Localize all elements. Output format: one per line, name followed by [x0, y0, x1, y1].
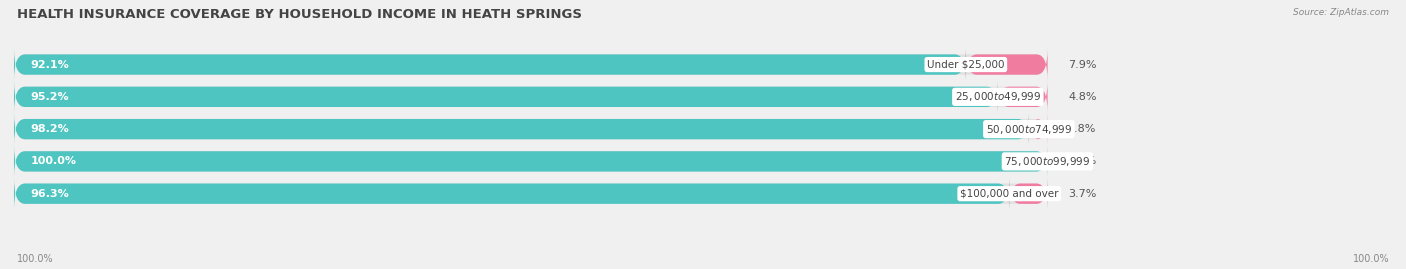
- Text: 3.7%: 3.7%: [1069, 189, 1097, 199]
- FancyBboxPatch shape: [14, 114, 1029, 145]
- FancyBboxPatch shape: [14, 178, 1010, 209]
- FancyBboxPatch shape: [14, 81, 998, 112]
- FancyBboxPatch shape: [14, 178, 1047, 209]
- FancyBboxPatch shape: [14, 81, 1047, 112]
- Text: $25,000 to $49,999: $25,000 to $49,999: [955, 90, 1040, 103]
- Text: 7.9%: 7.9%: [1069, 59, 1097, 70]
- Text: HEALTH INSURANCE COVERAGE BY HOUSEHOLD INCOME IN HEATH SPRINGS: HEALTH INSURANCE COVERAGE BY HOUSEHOLD I…: [17, 8, 582, 21]
- Text: 1.8%: 1.8%: [1069, 124, 1097, 134]
- Text: $50,000 to $74,999: $50,000 to $74,999: [986, 123, 1071, 136]
- Text: 100.0%: 100.0%: [1353, 254, 1389, 264]
- Text: 98.2%: 98.2%: [31, 124, 69, 134]
- Text: 96.3%: 96.3%: [31, 189, 69, 199]
- FancyBboxPatch shape: [998, 81, 1047, 112]
- Text: 100.0%: 100.0%: [17, 254, 53, 264]
- Text: 92.1%: 92.1%: [31, 59, 69, 70]
- FancyBboxPatch shape: [14, 146, 1047, 177]
- Text: 4.8%: 4.8%: [1069, 92, 1097, 102]
- FancyBboxPatch shape: [966, 49, 1047, 80]
- FancyBboxPatch shape: [1029, 114, 1047, 145]
- Text: 100.0%: 100.0%: [31, 156, 76, 167]
- Text: Under $25,000: Under $25,000: [927, 59, 1004, 70]
- FancyBboxPatch shape: [1010, 178, 1047, 209]
- FancyBboxPatch shape: [14, 114, 1047, 145]
- Text: Source: ZipAtlas.com: Source: ZipAtlas.com: [1294, 8, 1389, 17]
- FancyBboxPatch shape: [14, 146, 1047, 177]
- Text: $100,000 and over: $100,000 and over: [960, 189, 1059, 199]
- Text: 95.2%: 95.2%: [31, 92, 69, 102]
- Text: $75,000 to $99,999: $75,000 to $99,999: [1004, 155, 1091, 168]
- FancyBboxPatch shape: [14, 49, 966, 80]
- Text: 0.0%: 0.0%: [1069, 156, 1097, 167]
- FancyBboxPatch shape: [14, 49, 1047, 80]
